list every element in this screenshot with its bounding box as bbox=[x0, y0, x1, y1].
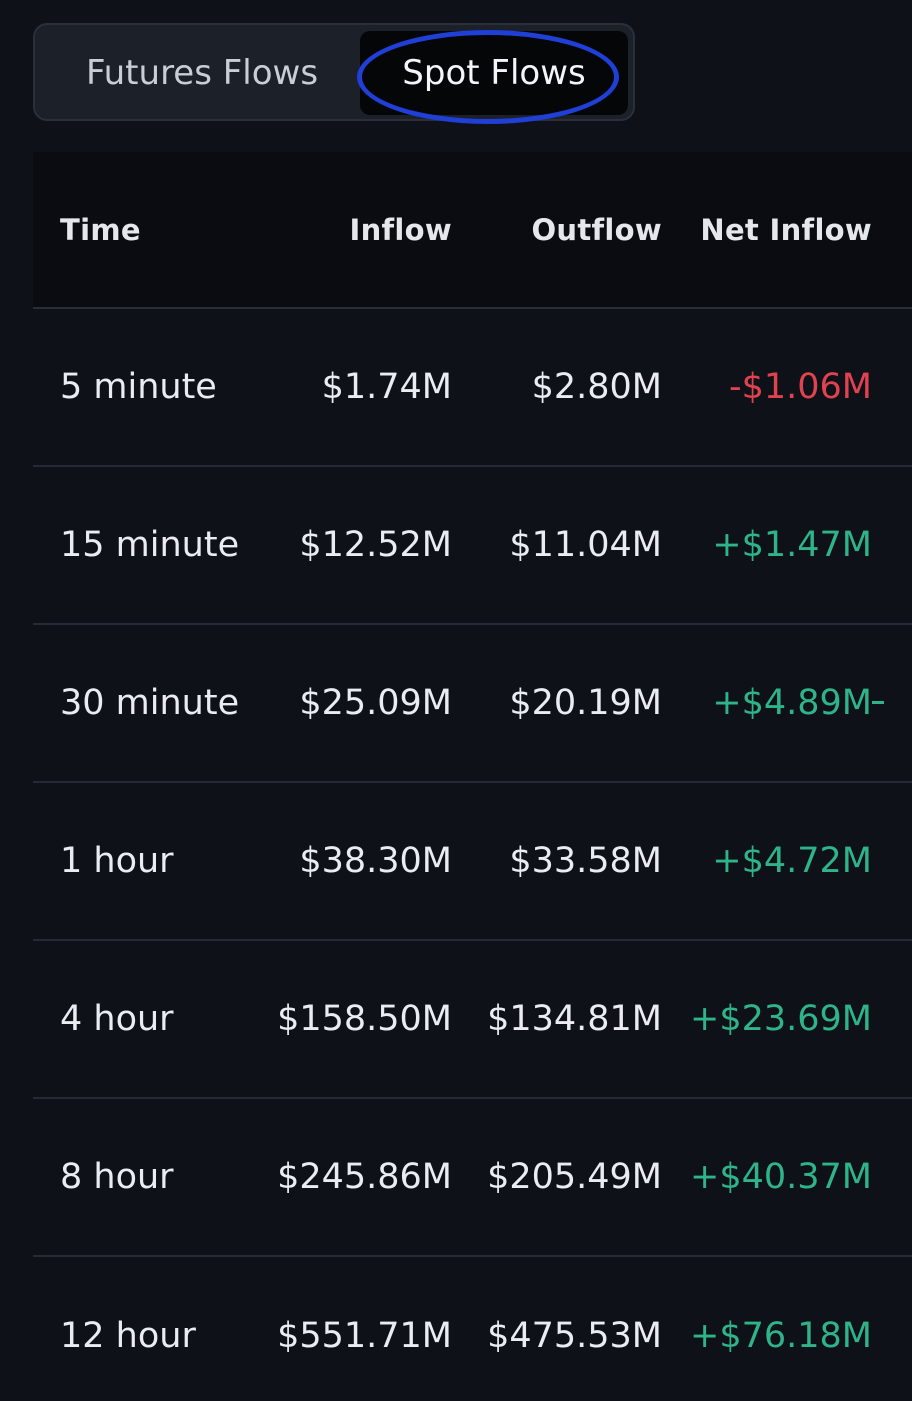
cell-inflow: $25.09M bbox=[299, 683, 452, 723]
cell-time: 1 hour bbox=[60, 841, 174, 881]
cell-time: 15 minute bbox=[60, 525, 240, 565]
cell-time: 4 hour bbox=[60, 999, 174, 1039]
table-row[interactable]: 15 minute $12.52M $11.04M +$1.47M bbox=[33, 467, 912, 625]
cell-net-inflow: +$1.47M bbox=[712, 525, 872, 565]
tab-spot-flows[interactable]: Spot Flows bbox=[360, 31, 628, 115]
table-row[interactable]: 12 hour $551.71M $475.53M +$76.18M bbox=[33, 1257, 912, 1401]
table-row[interactable]: 8 hour $245.86M $205.49M +$40.37M bbox=[33, 1099, 912, 1257]
cell-inflow: $1.74M bbox=[321, 367, 452, 407]
cell-outflow: $2.80M bbox=[531, 367, 662, 407]
header-net-inflow[interactable]: Net Inflow bbox=[700, 212, 872, 247]
cell-outflow: $33.58M bbox=[509, 841, 662, 881]
cell-net-inflow: +$40.37M bbox=[690, 1157, 872, 1197]
cell-inflow: $551.71M bbox=[277, 1316, 452, 1356]
header-outflow[interactable]: Outflow bbox=[531, 212, 662, 247]
cell-net-inflow: -$1.06M bbox=[728, 367, 872, 407]
table-row[interactable]: 30 minute $25.09M $20.19M +$4.89M bbox=[33, 625, 912, 783]
cell-outflow: $205.49M bbox=[487, 1157, 662, 1197]
cell-inflow: $38.30M bbox=[299, 841, 452, 881]
table-row[interactable]: 5 minute $1.74M $2.80M -$1.06M bbox=[33, 309, 912, 467]
tab-futures-flows[interactable]: Futures Flows bbox=[85, 53, 319, 93]
cell-net-inflow: +$4.89M bbox=[712, 683, 872, 723]
cell-time: 8 hour bbox=[60, 1157, 174, 1197]
flows-table: Time Inflow Outflow Net Inflow 5 minute … bbox=[33, 152, 912, 1401]
table-header: Time Inflow Outflow Net Inflow bbox=[33, 152, 912, 309]
cell-time: 12 hour bbox=[60, 1316, 196, 1356]
cell-net-inflow: +$4.72M bbox=[712, 841, 872, 881]
cell-outflow: $20.19M bbox=[509, 683, 662, 723]
cell-inflow: $12.52M bbox=[299, 525, 452, 565]
table-row[interactable]: 4 hour $158.50M $134.81M +$23.69M bbox=[33, 941, 912, 1099]
cell-net-inflow: +$76.18M bbox=[690, 1316, 872, 1356]
header-inflow[interactable]: Inflow bbox=[349, 212, 452, 247]
cell-time: 30 minute bbox=[60, 683, 240, 723]
table-row[interactable]: 1 hour $38.30M $33.58M +$4.72M bbox=[33, 783, 912, 941]
cell-inflow: $158.50M bbox=[277, 999, 452, 1039]
cell-inflow: $245.86M bbox=[277, 1157, 452, 1197]
flow-type-toggle: Futures Flows Spot Flows bbox=[33, 23, 635, 121]
clipped-column-fragment bbox=[872, 701, 884, 704]
cell-outflow: $134.81M bbox=[487, 999, 662, 1039]
cell-time: 5 minute bbox=[60, 367, 217, 407]
cell-outflow: $475.53M bbox=[487, 1316, 662, 1356]
cell-outflow: $11.04M bbox=[509, 525, 662, 565]
header-time[interactable]: Time bbox=[60, 212, 141, 247]
cell-net-inflow: +$23.69M bbox=[690, 999, 872, 1039]
